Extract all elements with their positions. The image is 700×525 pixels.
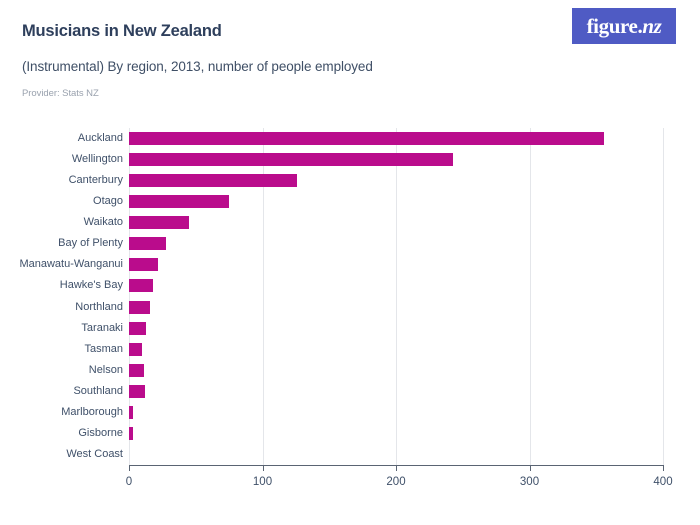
category-label: Hawke's Bay xyxy=(59,279,123,292)
chart-row: Manawatu-Wanganui xyxy=(19,258,663,272)
chart-row: Otago xyxy=(93,195,663,209)
chart-row: Wellington xyxy=(72,153,663,167)
category-label: Manawatu-Wanganui xyxy=(19,258,123,271)
category-label: Tasman xyxy=(84,342,123,355)
chart-row: Taranaki xyxy=(81,321,663,335)
x-tick-mark xyxy=(396,465,397,471)
bar[interactable] xyxy=(129,321,147,335)
chart-row: Nelson xyxy=(89,363,663,377)
bar[interactable] xyxy=(129,153,454,167)
bar[interactable] xyxy=(129,426,133,440)
bar[interactable] xyxy=(129,279,154,293)
chart-provider-text: Provider: Stats NZ xyxy=(22,88,99,99)
category-label: Waikato xyxy=(83,216,123,229)
x-tick-label: 100 xyxy=(252,476,273,488)
x-tick-mark xyxy=(663,465,664,471)
x-tick-label: 0 xyxy=(125,476,133,488)
category-label: Bay of Plenty xyxy=(58,237,123,250)
x-tick-label: 400 xyxy=(653,476,673,488)
category-label: West Coast xyxy=(66,447,123,460)
figure-nz-logo[interactable]: figure.nz xyxy=(572,8,676,44)
bar[interactable] xyxy=(129,216,190,230)
page-title: Musicians in New Zealand xyxy=(22,22,222,40)
logo-wordmark: figure.nz xyxy=(586,13,662,38)
category-label: Auckland xyxy=(77,132,123,145)
x-tick-mark xyxy=(262,465,264,471)
bar[interactable] xyxy=(129,363,144,377)
bar[interactable] xyxy=(129,237,167,251)
category-label: Gisborne xyxy=(78,426,123,439)
chart-row: Marlborough xyxy=(61,405,663,419)
category-label: Nelson xyxy=(88,363,123,376)
gridline-300 xyxy=(529,128,531,465)
bar[interactable] xyxy=(129,195,230,209)
bar[interactable] xyxy=(129,405,133,419)
x-tick-mark xyxy=(129,465,130,471)
gridline-400 xyxy=(663,128,664,465)
chart-row: Waikato xyxy=(84,216,663,230)
gridline-200 xyxy=(396,128,397,465)
chart-row: Bay of Plenty xyxy=(58,237,663,251)
x-tick-label: 200 xyxy=(386,476,406,488)
bar[interactable] xyxy=(129,300,151,314)
gridline-100 xyxy=(262,128,264,465)
category-label: Northland xyxy=(75,300,123,313)
logo-main-text: figure. xyxy=(586,13,643,38)
chart-header: Musicians in New Zealand (Instrumental) … xyxy=(0,0,700,110)
chart-row: Southland xyxy=(73,384,663,398)
category-label: Taranaki xyxy=(81,321,123,334)
x-tick-mark xyxy=(529,465,531,471)
chart-row: Auckland xyxy=(78,132,663,146)
chart-row: Tasman xyxy=(84,342,663,356)
gridline-0 xyxy=(129,128,130,465)
bar[interactable] xyxy=(129,258,159,272)
chart-row: West Coast xyxy=(66,448,663,461)
category-label: Otago xyxy=(93,195,123,208)
chart-row: Canterbury xyxy=(69,174,663,188)
x-tick-label: 300 xyxy=(519,476,540,488)
chart-row: Hawke's Bay xyxy=(60,279,663,293)
bar[interactable] xyxy=(129,174,298,188)
category-label: Marlborough xyxy=(61,405,123,418)
plot-area: Auckland Wellington Canterbury Otago Waikato… xyxy=(19,128,664,465)
chart-row: Northland xyxy=(75,300,663,314)
category-label: Southland xyxy=(73,384,123,397)
chart-subtitle: (Instrumental) By region, 2013, number o… xyxy=(22,59,373,74)
bar[interactable] xyxy=(129,384,146,398)
category-label: Canterbury xyxy=(68,174,123,187)
bar[interactable] xyxy=(129,342,143,356)
logo-accent-text: nz xyxy=(642,13,662,38)
category-label: Wellington xyxy=(71,153,123,166)
chart-row: Gisborne xyxy=(78,426,663,440)
bar[interactable] xyxy=(129,132,605,146)
